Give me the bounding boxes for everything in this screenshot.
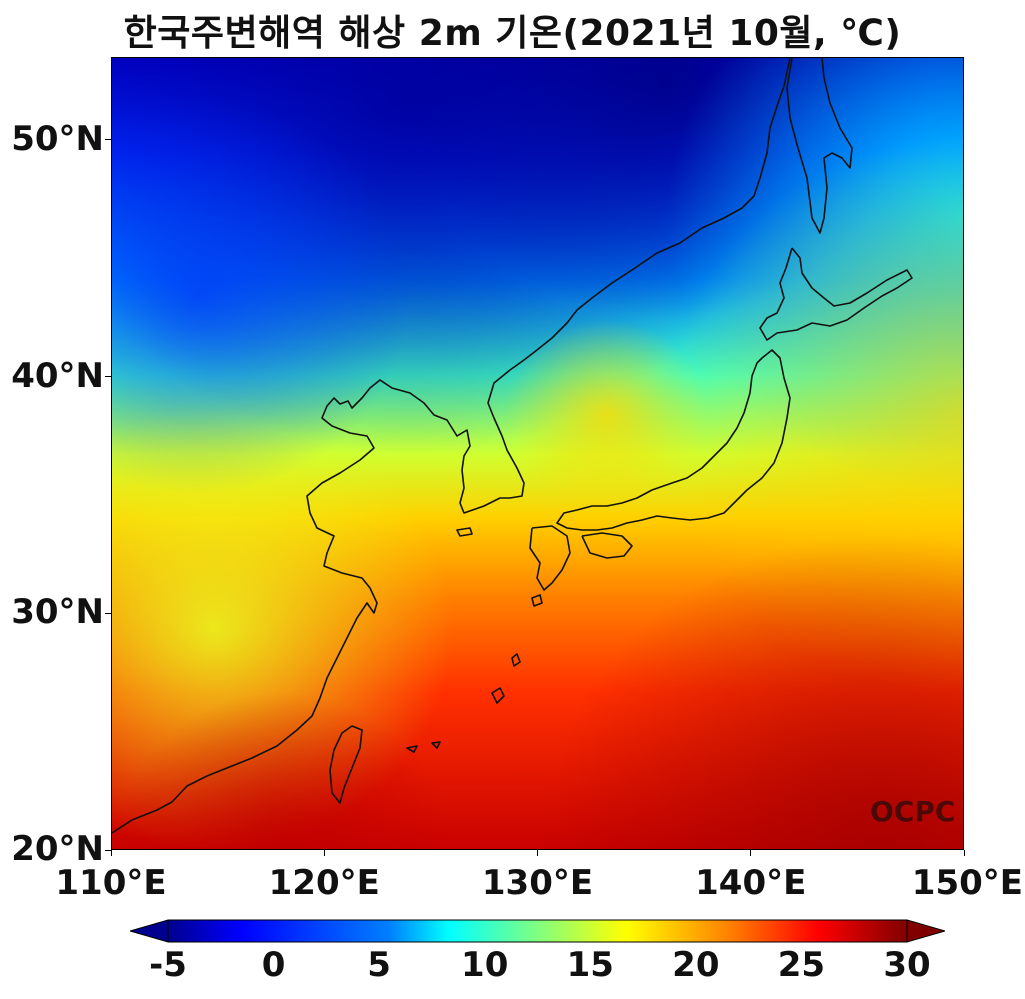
y-tick-label: 30°N xyxy=(11,592,104,633)
x-tick-label: 130°E xyxy=(481,863,594,903)
colorbar-body xyxy=(167,919,908,943)
colorbar-tick-label: 5 xyxy=(367,945,391,985)
colorbar-tick-label: 15 xyxy=(566,945,614,985)
y-tick-mark xyxy=(105,139,111,141)
colorbar-tick-label: 30 xyxy=(883,945,931,985)
page-title: 한국주변해역 해상 2m 기온(2021년 10월, ℃) xyxy=(123,13,902,54)
colorbar-tick-label: 20 xyxy=(672,945,720,985)
colorbar-tick-label: 0 xyxy=(261,945,286,985)
colorbar-max-extend xyxy=(906,919,945,943)
x-tick-mark xyxy=(537,850,538,856)
y-tick-mark xyxy=(105,612,111,614)
map-svg xyxy=(112,58,963,849)
y-tick-label: 40°N xyxy=(11,355,104,396)
x-tick-label: 110°E xyxy=(55,863,167,903)
y-tick-label: 50°N xyxy=(11,118,104,159)
x-tick-mark xyxy=(750,850,752,856)
x-tick-label: 150°E xyxy=(911,863,1023,903)
y-tick-mark xyxy=(105,376,111,378)
colorbar-tick-label: 10 xyxy=(461,945,509,985)
ocpc-watermark: OCPC xyxy=(870,795,956,828)
y-tick-mark xyxy=(105,849,111,851)
coastlines xyxy=(112,58,913,834)
x-tick-mark xyxy=(963,850,965,856)
colorbar-tick-label: 25 xyxy=(777,945,826,985)
x-tick-label: 120°E xyxy=(268,863,380,903)
colorbar-min-extend xyxy=(130,919,169,943)
colorbar xyxy=(130,919,945,943)
x-tick-mark xyxy=(323,850,325,856)
colorbar-tick-label: -5 xyxy=(149,945,187,985)
x-tick-mark xyxy=(110,850,112,856)
temperature-map xyxy=(111,57,964,850)
x-tick-label: 140°E xyxy=(695,863,807,903)
y-tick-label: 20°N xyxy=(11,829,104,869)
